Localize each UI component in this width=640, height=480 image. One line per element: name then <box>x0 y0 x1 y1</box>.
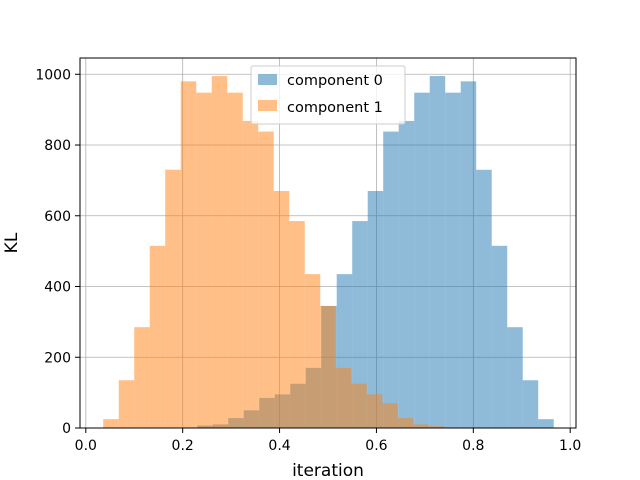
y-tick-label: 200 <box>44 350 71 366</box>
bar-component-1 <box>258 131 274 428</box>
bar-component-1 <box>118 380 135 428</box>
bar-component-1 <box>289 221 305 428</box>
bar-component-1 <box>335 367 352 428</box>
y-tick-label: 0 <box>62 421 71 437</box>
bar-component-0 <box>491 245 508 428</box>
bar-component-1 <box>351 383 367 428</box>
x-tick-label: 0.8 <box>462 438 484 454</box>
y-axis-ticks: 0 200 400 600 800 1000 <box>35 67 80 437</box>
bar-component-0 <box>538 419 554 428</box>
bar-component-0 <box>383 131 399 428</box>
bar-component-0 <box>445 92 461 428</box>
bar-component-0 <box>367 191 384 428</box>
bar-component-1 <box>304 274 321 428</box>
plot-frame <box>79 57 577 429</box>
x-tick-label: 0.0 <box>75 438 97 454</box>
bar-component-1 <box>382 403 398 428</box>
bar-component-1 <box>211 76 228 428</box>
y-tick-label: 600 <box>44 209 71 225</box>
bar-component-0 <box>460 81 477 429</box>
legend-swatch-component-1 <box>258 100 277 111</box>
bar-component-1 <box>149 245 166 428</box>
x-axis-ticks: 0.0 0.2 0.4 0.6 0.8 1.0 <box>75 428 581 454</box>
y-tick-label: 1000 <box>35 67 71 83</box>
bar-component-1 <box>103 419 119 428</box>
bar-component-1 <box>366 394 383 428</box>
bar-component-0 <box>507 327 523 428</box>
bar-component-1 <box>180 81 197 429</box>
bar-component-0 <box>429 76 446 428</box>
x-tick-label: 0.4 <box>268 438 290 454</box>
bar-component-1 <box>397 418 414 428</box>
legend-swatch-component-0 <box>258 74 277 85</box>
bar-component-1 <box>165 169 181 428</box>
x-tick-label: 1.0 <box>559 438 581 454</box>
bar-component-0 <box>398 120 415 428</box>
bar-component-0 <box>522 380 539 428</box>
legend-label-component-0: component 0 <box>287 73 383 89</box>
bar-component-1 <box>320 305 336 428</box>
bar-component-1 <box>134 327 150 428</box>
bar-component-1 <box>428 426 445 428</box>
bar-component-1 <box>273 191 290 428</box>
bar-component-1 <box>227 92 243 428</box>
y-tick-label: 800 <box>44 138 71 154</box>
histogram-bars <box>103 76 554 429</box>
x-tick-label: 0.2 <box>172 438 194 454</box>
bar-component-1 <box>196 92 212 428</box>
legend-label-component-1: component 1 <box>287 100 383 116</box>
x-tick-label: 0.6 <box>365 438 387 454</box>
bar-component-0 <box>414 92 430 428</box>
bar-component-1 <box>242 120 259 428</box>
bar-component-0 <box>476 169 492 428</box>
y-axis-label: KL <box>2 232 22 253</box>
x-axis-label: iteration <box>292 461 364 480</box>
bar-component-1 <box>413 424 429 428</box>
y-tick-label: 400 <box>44 280 71 296</box>
bar-component-0 <box>352 221 368 428</box>
legend-box <box>250 65 406 125</box>
legend: component 0 component 1 <box>250 65 406 125</box>
